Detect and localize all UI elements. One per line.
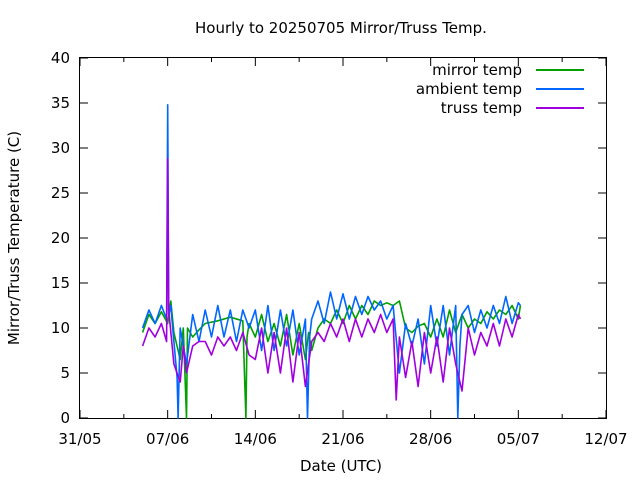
x-tick-label-2: 14/06 [234,430,277,448]
y-tick-label-7: 35 [51,94,70,112]
y-tick-label-8: 40 [51,49,70,67]
y-axis-label: Mirror/Truss Temperature (C) [5,131,23,345]
legend-label-2: truss temp [441,99,522,117]
x-tick-label-5: 05/07 [497,430,540,448]
series-layer [141,104,522,419]
x-axis-label: Date (UTC) [300,457,382,475]
legend-label-1: ambient temp [416,80,522,98]
y-tick-label-5: 25 [51,184,70,202]
y-tick-label-6: 30 [51,139,70,157]
x-tick-label-4: 28/06 [409,430,452,448]
legend-label-0: mirror temp [432,61,522,79]
x-tick-label-6: 12/07 [584,430,627,448]
y-tick-label-1: 5 [60,364,70,382]
x-tick-label-1: 07/06 [146,430,189,448]
y-tick-label-0: 0 [60,409,70,427]
axis-ticks: 0 5 10 15 20 25 30 35 40 31/05 07/06 14/06 21/06 28/0… [51,49,628,448]
y-tick-label-4: 20 [51,229,70,247]
series-line-0 [141,300,522,419]
x-tick-label-3: 21/06 [321,430,364,448]
y-tick-label-3: 15 [51,274,70,292]
x-tick-label-0: 31/05 [58,430,101,448]
series-line-2 [141,158,522,401]
plot-frame [79,57,607,419]
chart-title: Hourly to 20250705 Mirror/Truss Temp. [195,19,487,37]
y-tick-label-2: 10 [51,319,70,337]
